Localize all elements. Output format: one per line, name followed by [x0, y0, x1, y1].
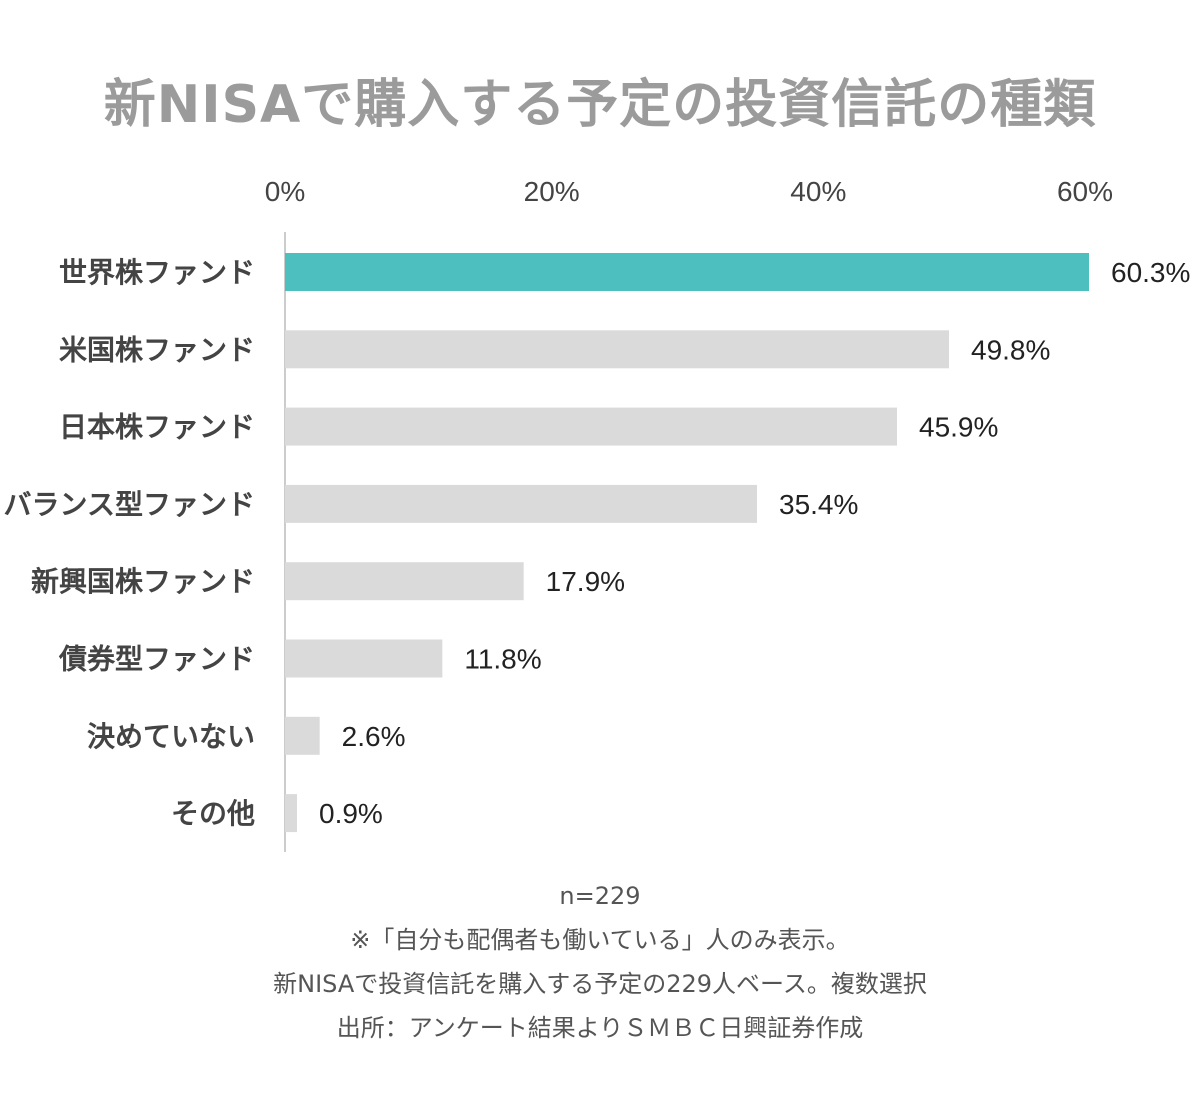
- note-line-2: 新NISAで投資信託を購入する予定の229人ベース。複数選択: [273, 970, 927, 998]
- category-label: バランス型ファンド: [4, 488, 255, 521]
- category-label: 債券型ファンド: [58, 643, 255, 676]
- category-label: 世界株ファンド: [59, 256, 255, 289]
- bar: [285, 716, 320, 755]
- category-label: 決めていない: [87, 720, 255, 753]
- bar: [285, 562, 524, 601]
- bar: [285, 639, 443, 678]
- x-tick-label: 40%: [790, 176, 846, 207]
- bar-chart: 0% 20% 40% 60% 世界株ファンド 60.3% 米国株ファンド 49.8% 日本株フ…: [4, 176, 1191, 852]
- x-tick-label: 0%: [265, 176, 305, 207]
- value-label: 17.9%: [546, 566, 625, 597]
- x-axis-ticks: 0% 20% 40% 60%: [265, 176, 1113, 207]
- chart-title: 新NISAで購入する予定の投資信託の種類: [103, 75, 1097, 135]
- bars-group: [285, 253, 1089, 833]
- bar: [285, 330, 949, 369]
- value-label: 45.9%: [919, 412, 998, 443]
- source-note: 出所：アンケート結果よりＳＭＢＣ日興証券作成: [336, 1014, 864, 1042]
- x-tick-label: 60%: [1057, 176, 1113, 207]
- value-label: 0.9%: [319, 798, 383, 829]
- sample-size-note: n=229: [559, 882, 641, 910]
- bar: [285, 484, 757, 523]
- bar: [285, 794, 297, 833]
- category-label: 米国株ファンド: [59, 333, 255, 366]
- chart-notes: n=229 ※「自分も配偶者も働いている」人のみ表示。 新NISAで投資信託を購…: [0, 874, 1200, 1050]
- bar: [285, 407, 897, 446]
- category-label: その他: [171, 797, 255, 830]
- value-label: 11.8%: [464, 644, 541, 675]
- value-label: 35.4%: [779, 489, 858, 520]
- category-label: 新興国株ファンド: [31, 565, 255, 598]
- note-line-1: ※「自分も配偶者も働いている」人のみ表示。: [350, 926, 850, 954]
- value-label: 2.6%: [342, 721, 406, 752]
- x-tick-label: 20%: [524, 176, 580, 207]
- value-label: 49.8%: [971, 334, 1050, 365]
- bar: [285, 253, 1089, 291]
- labels-group: 世界株ファンド 60.3% 米国株ファンド 49.8% 日本株ファンド 45.9% バランス…: [4, 256, 1191, 830]
- category-label: 日本株ファンド: [59, 411, 255, 444]
- value-label: 60.3%: [1111, 257, 1190, 288]
